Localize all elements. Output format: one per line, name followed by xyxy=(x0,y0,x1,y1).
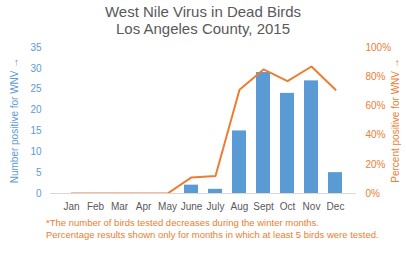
svg-text:40%: 40% xyxy=(366,129,386,140)
svg-text:10: 10 xyxy=(30,146,42,157)
svg-text:Nov: Nov xyxy=(303,201,321,212)
svg-text:20%: 20% xyxy=(366,159,386,170)
svg-text:Sept: Sept xyxy=(253,201,274,212)
svg-text:60%: 60% xyxy=(366,100,386,111)
svg-text:Aug: Aug xyxy=(231,201,249,212)
svg-text:0%: 0% xyxy=(366,188,381,199)
svg-text:5: 5 xyxy=(36,167,42,178)
svg-text:Jan: Jan xyxy=(63,201,79,212)
svg-text:Feb: Feb xyxy=(87,201,105,212)
html-text:Los Angeles County, 2015: Los Angeles County, 2015 xyxy=(116,20,290,37)
svg-text:June: June xyxy=(181,201,203,212)
html-text:Percentage results shown only: Percentage results shown only for months… xyxy=(46,229,379,240)
svg-text:30: 30 xyxy=(30,63,42,74)
svg-text:25: 25 xyxy=(30,83,42,94)
svg-text:May: May xyxy=(158,201,177,212)
svg-text:80%: 80% xyxy=(366,71,386,82)
svg-text:0: 0 xyxy=(36,188,42,199)
svg-text:Percent positive for WNV →: Percent positive for WNV → xyxy=(390,58,401,182)
svg-text:Dec: Dec xyxy=(327,201,345,212)
svg-text:Number positive for WNV →: Number positive for WNV → xyxy=(9,58,20,184)
html-text:*The number of birds tested de: *The number of birds tested decreases du… xyxy=(46,217,319,228)
svg-text:July: July xyxy=(207,201,225,212)
html-text:West Nile Virus in Dead Birds: West Nile Virus in Dead Birds xyxy=(104,3,302,20)
svg-text:Apr: Apr xyxy=(136,201,152,212)
svg-text:15: 15 xyxy=(30,125,42,136)
svg-text:20: 20 xyxy=(30,104,42,115)
svg-text:Mar: Mar xyxy=(111,201,129,212)
svg-text:Oct: Oct xyxy=(280,201,296,212)
svg-text:100%: 100% xyxy=(366,42,392,53)
svg-text:35: 35 xyxy=(30,42,42,53)
